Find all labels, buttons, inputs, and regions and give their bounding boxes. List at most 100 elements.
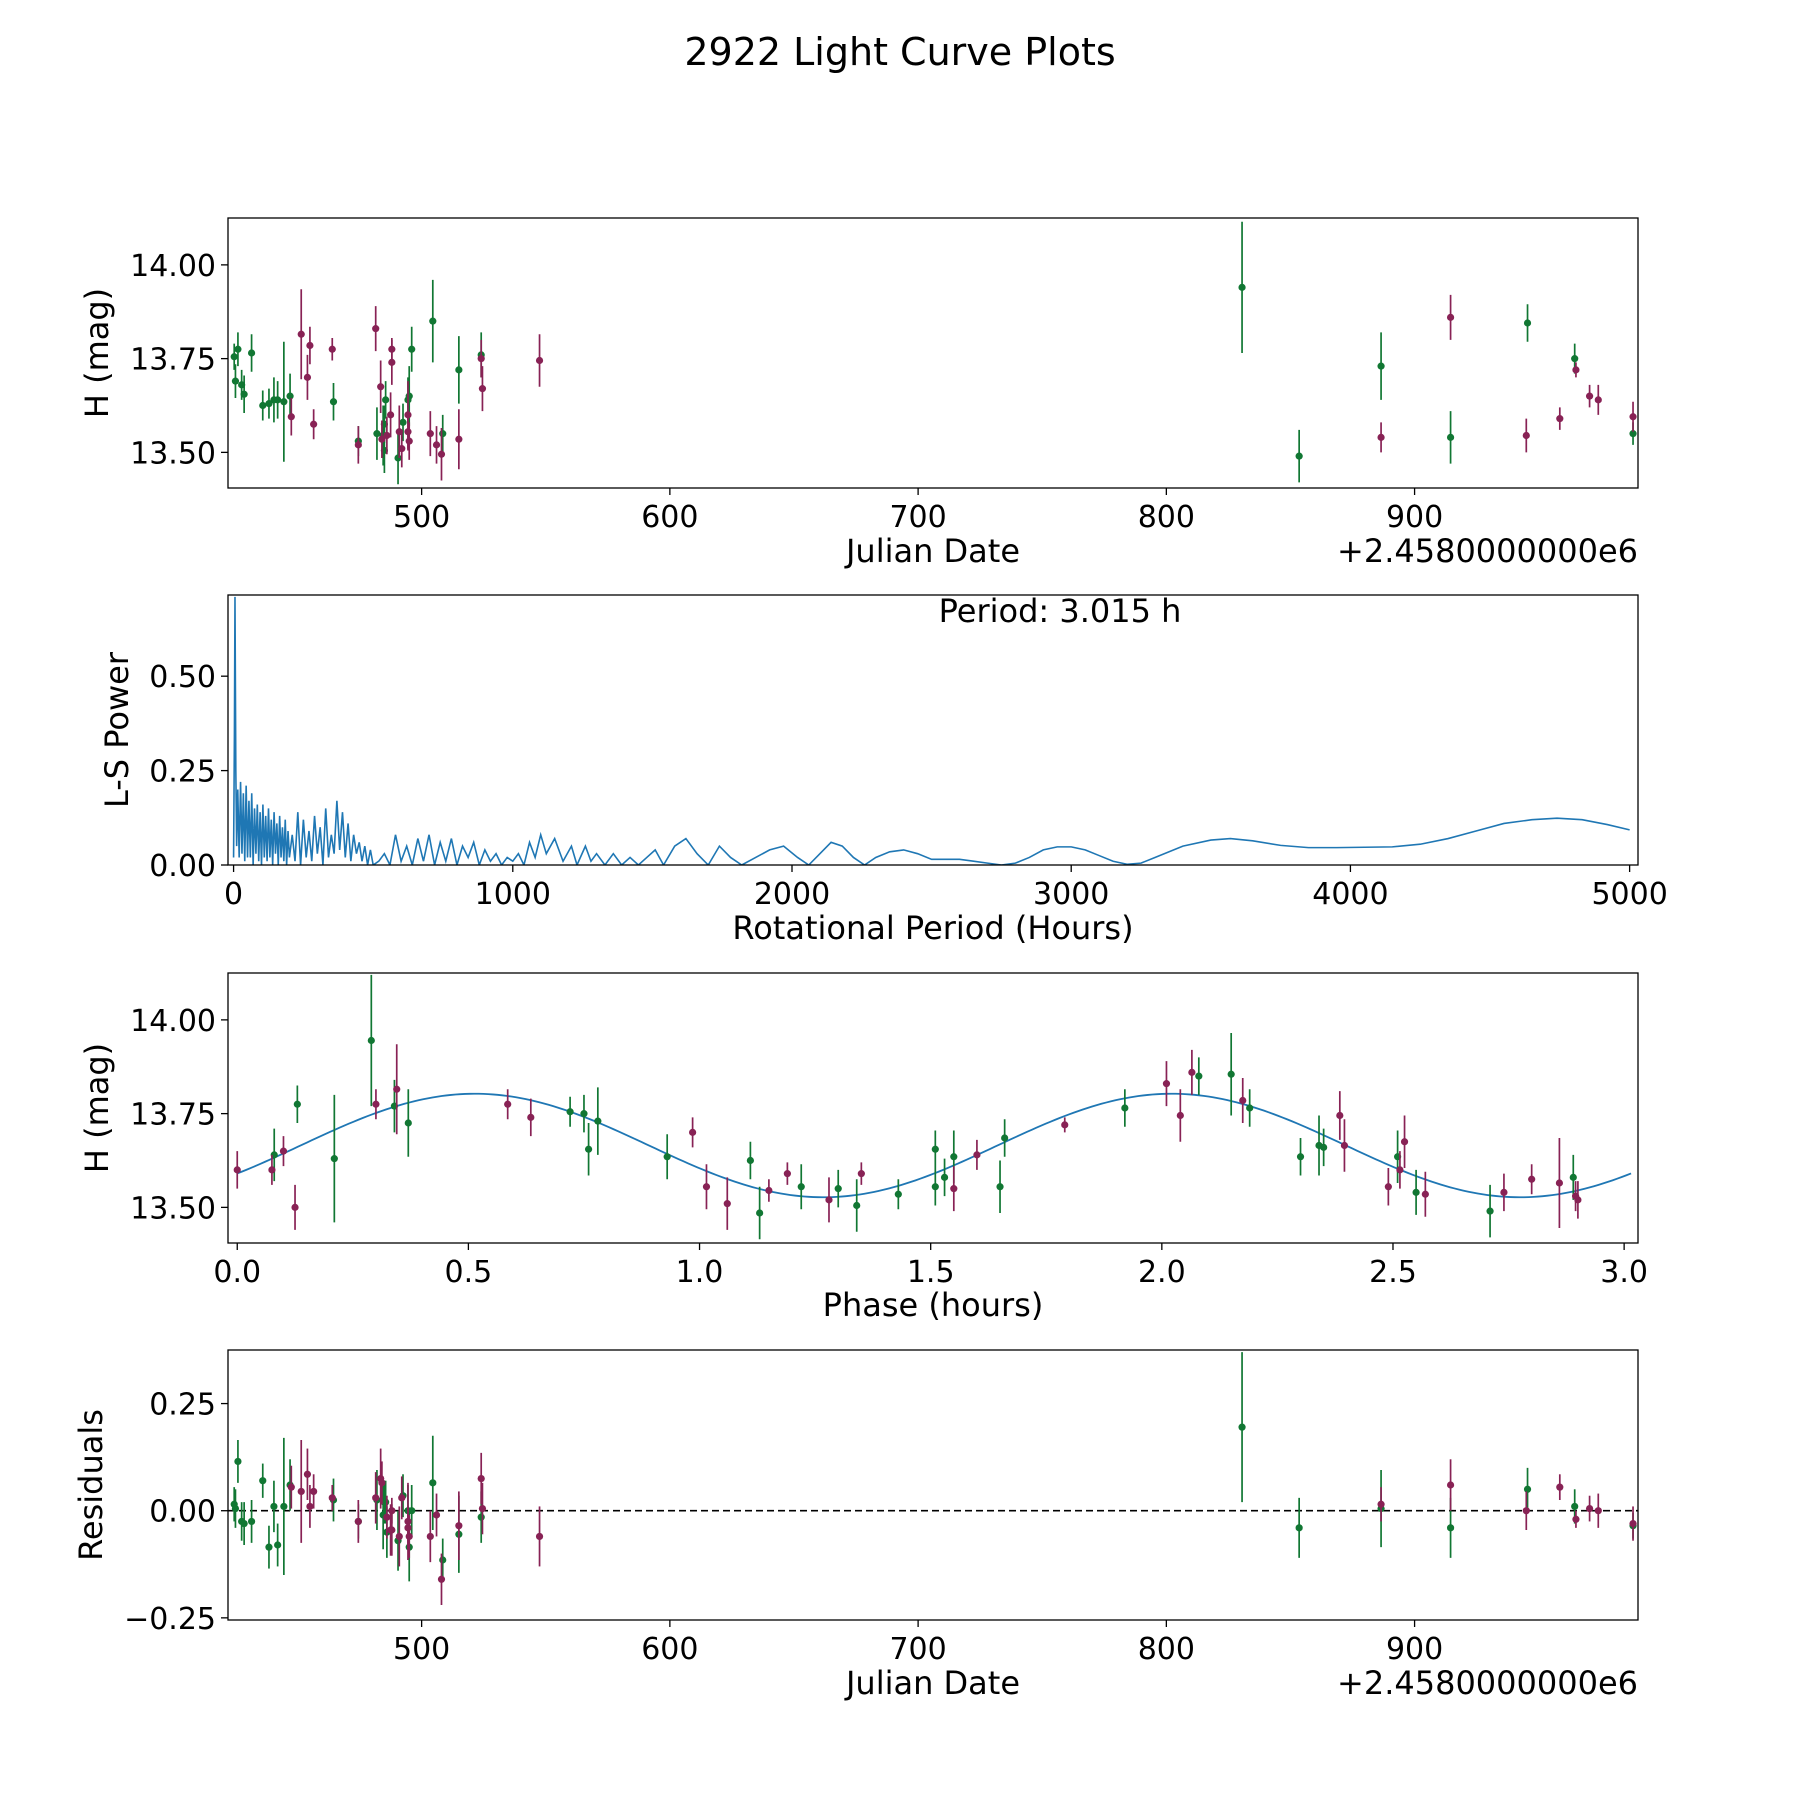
phased-xlabel: Phase (hours) [823, 1286, 1044, 1324]
green-data-point [1629, 430, 1637, 438]
green-data-point [382, 1498, 390, 1506]
purple-data-point [398, 445, 406, 453]
purple-data-point [1594, 1507, 1602, 1515]
purple-data-point [432, 441, 441, 449]
x-tick-label: 800 [1138, 500, 1195, 535]
lightcurve-plot-area [230, 221, 1637, 485]
periodogram-xlabel: Rotational Period (Hours) [732, 909, 1133, 947]
y-tick-label: 0.00 [149, 1495, 216, 1530]
purple-data-point [723, 1200, 731, 1208]
purple-data-point [372, 325, 380, 333]
green-data-point [382, 396, 390, 404]
purple-data-point [306, 1502, 314, 1511]
phased-plot-area [233, 974, 1632, 1240]
purple-data-point [535, 1532, 544, 1541]
lightcurve-offset-label: +2.4580000000e6 [1337, 532, 1638, 570]
periodogram-ylabel: L-S Power [98, 651, 136, 808]
period-annotation: Period: 3.015 h [939, 592, 1182, 630]
green-data-point [270, 1502, 278, 1511]
purple-data-point [1522, 1507, 1530, 1515]
x-tick-label: 500 [393, 500, 450, 535]
purple-data-point [405, 1532, 413, 1541]
purple-data-point [393, 1085, 401, 1093]
purple-data-point [297, 1487, 305, 1496]
lightcurve-ylabel: H (mag) [78, 288, 116, 418]
purple-data-point [386, 411, 395, 419]
green-data-point [853, 1201, 861, 1210]
purple-data-point [1188, 1068, 1196, 1076]
green-data-point [1195, 1072, 1203, 1080]
phased-marks [233, 974, 1632, 1240]
green-data-point [1523, 319, 1532, 327]
periodogram-power-line [232, 596, 1630, 865]
purple-data-point [1340, 1141, 1349, 1150]
residuals-xlabel: Julian Date [844, 1664, 1020, 1702]
purple-data-point [1446, 1481, 1455, 1489]
green-data-point [280, 398, 288, 406]
green-data-point [996, 1183, 1004, 1191]
green-data-point [1571, 1502, 1579, 1511]
purple-data-point [310, 1487, 318, 1496]
green-data-point [1569, 1173, 1577, 1181]
purple-data-point [857, 1170, 865, 1178]
residuals-y-ticks: −0.25 0.00 0.25 [124, 1388, 228, 1637]
purple-data-point [328, 1494, 336, 1502]
y-tick-label: 0.25 [149, 755, 216, 790]
green-data-point [1246, 1104, 1254, 1112]
x-tick-label: 500 [393, 1632, 450, 1667]
green-data-point [429, 1479, 437, 1487]
lightcurve-panel: 500 600 700 800 900 13.50 13.75 14.00 Julian D… [78, 217, 1639, 570]
green-data-point [566, 1108, 574, 1116]
green-data-point [1412, 1188, 1420, 1196]
purple-data-point [377, 383, 385, 391]
green-data-point [408, 1507, 416, 1515]
x-tick-label: 1.5 [907, 1255, 955, 1290]
green-data-point [1446, 1524, 1455, 1532]
purple-data-point [1336, 1111, 1344, 1120]
purple-data-point [432, 1511, 441, 1519]
purple-data-point [1400, 1138, 1409, 1146]
purple-data-point [765, 1186, 773, 1195]
green-data-point [231, 377, 240, 385]
purple-data-point [477, 355, 485, 363]
green-data-point [940, 1173, 949, 1181]
purple-data-point [1572, 1515, 1580, 1523]
purple-data-point [535, 356, 544, 365]
y-tick-label: 0.25 [149, 1388, 216, 1423]
purple-data-point [455, 435, 463, 443]
green-data-point [663, 1153, 671, 1161]
purple-data-point [404, 1517, 412, 1526]
residuals-offset-label: +2.4580000000e6 [1337, 1664, 1638, 1702]
green-data-point [293, 1100, 301, 1108]
purple-data-point [395, 1532, 403, 1541]
green-data-point [584, 1145, 593, 1153]
green-data-point [894, 1190, 902, 1198]
purple-data-point [291, 1203, 299, 1211]
lightcurve-xlabel: Julian Date [844, 532, 1020, 570]
lightcurve-marks [230, 221, 1637, 485]
purple-data-point [437, 450, 446, 458]
purple-data-point [1500, 1188, 1508, 1196]
green-data-point [1227, 1070, 1235, 1078]
green-data-point [1295, 1524, 1303, 1532]
purple-data-point [1528, 1175, 1536, 1183]
purple-data-point [279, 1147, 288, 1155]
green-data-point [429, 317, 437, 325]
green-data-point [234, 345, 242, 353]
x-tick-label: 0.0 [213, 1255, 261, 1290]
x-tick-label: 900 [1386, 1632, 1443, 1667]
green-data-point [405, 392, 413, 400]
residuals-x-ticks: 500 600 700 800 900 [393, 1620, 1443, 1667]
purple-data-point [783, 1170, 791, 1178]
periodogram-axes-frame [227, 594, 1639, 866]
purple-data-point [455, 1522, 463, 1530]
purple-data-point [378, 435, 386, 443]
x-tick-label: 0 [224, 877, 243, 912]
model-fit-curve [236, 1092, 1632, 1199]
x-tick-label: 1.0 [676, 1255, 724, 1290]
green-data-point [1295, 452, 1303, 460]
y-tick-label: 0.50 [149, 660, 216, 695]
green-data-point [265, 1543, 273, 1551]
lightcurve-x-ticks: 500 600 700 800 900 [393, 488, 1443, 535]
